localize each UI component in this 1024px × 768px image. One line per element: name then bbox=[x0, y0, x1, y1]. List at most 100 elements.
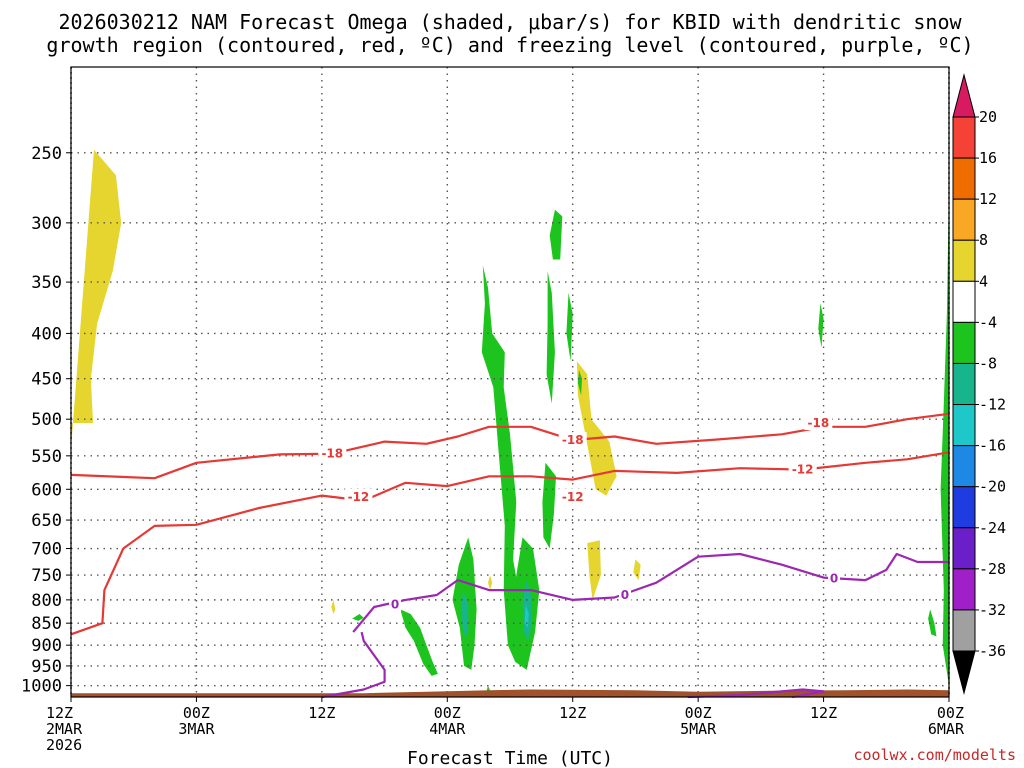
contour-label: 0 bbox=[621, 588, 629, 602]
x-tick-label: 2MAR bbox=[46, 720, 83, 738]
colorbar-swatch bbox=[952, 362, 976, 406]
contour-label: 0 bbox=[830, 572, 838, 586]
omega-region bbox=[460, 590, 469, 637]
y-tick-label: 650 bbox=[31, 511, 62, 531]
y-tick-label: 550 bbox=[31, 447, 62, 467]
x-tick-label: 3MAR bbox=[178, 720, 215, 738]
contour-label: -12 bbox=[348, 490, 370, 504]
y-tick-label: 800 bbox=[31, 591, 62, 611]
y-tick-label: 850 bbox=[31, 614, 62, 634]
x-tick-label: 6MAR bbox=[928, 720, 965, 738]
y-tick-label: 500 bbox=[31, 410, 62, 430]
colorbar-label: 12 bbox=[979, 190, 997, 208]
omega-region bbox=[352, 614, 364, 621]
omega-region bbox=[546, 271, 555, 404]
omega-region bbox=[400, 609, 438, 676]
y-tick-label: 300 bbox=[31, 214, 62, 234]
colorbar-label: 4 bbox=[979, 272, 988, 290]
x-tick-label: 5MAR bbox=[680, 720, 717, 738]
y-tick-label: 350 bbox=[31, 273, 62, 293]
contour-label-bg bbox=[618, 587, 631, 603]
y-tick-label: 600 bbox=[31, 480, 62, 500]
y-tick-label: 1000 bbox=[21, 677, 62, 697]
contour-line bbox=[352, 552, 949, 633]
contour-label: -12 bbox=[792, 463, 814, 477]
contour-label: -18 bbox=[808, 416, 830, 430]
colorbar-swatch bbox=[952, 280, 976, 323]
y-tick-label: 750 bbox=[31, 566, 62, 586]
colorbar-label: -20 bbox=[979, 478, 1006, 496]
y-axis: 250 300 350 400 450 500 550 600 650 700 750 800 8509… bbox=[21, 144, 71, 697]
contour-label: -18 bbox=[321, 447, 343, 461]
contour-label-layer: -18 -18 -18 -12 -12 -12 0 0 0 bbox=[318, 415, 841, 612]
x-tick-label: 00Z bbox=[434, 704, 461, 722]
colorbar-label: -4 bbox=[979, 313, 997, 331]
colorbar-swatch bbox=[952, 404, 976, 447]
omega-region bbox=[488, 575, 493, 591]
colorbar-swatch bbox=[952, 321, 976, 364]
x-tick-label: 00Z bbox=[183, 704, 210, 722]
contour-label-bg bbox=[344, 488, 373, 504]
colorbar-label: 20 bbox=[979, 108, 997, 126]
contour-label-bg bbox=[828, 570, 841, 586]
contour-label-bg bbox=[558, 432, 587, 448]
colorbar-swatch bbox=[952, 198, 976, 241]
omega-region bbox=[481, 265, 523, 662]
x-tick-label: 12Z bbox=[308, 704, 335, 722]
contour-label-bg bbox=[788, 461, 817, 477]
omega-region bbox=[928, 609, 937, 637]
omega-region bbox=[331, 599, 336, 614]
omega-region bbox=[542, 462, 556, 549]
colorbar-top-arrow bbox=[952, 73, 976, 118]
colorbar: 20 16 12 8 4 -4 -8 -12 -16 -20 -24 -28 -32 -36 bbox=[952, 73, 1006, 695]
omega-region bbox=[524, 604, 529, 628]
contour-line bbox=[70, 451, 950, 636]
colorbar-swatch bbox=[952, 486, 976, 529]
omega-region bbox=[587, 540, 601, 600]
contour-label: 0 bbox=[391, 598, 399, 612]
contour-line bbox=[687, 688, 825, 699]
y-tick-label: 700 bbox=[31, 540, 62, 560]
colorbar-swatch bbox=[952, 239, 976, 282]
omega-region bbox=[576, 361, 617, 496]
colorbar-swatch bbox=[952, 609, 976, 652]
title-line-2: growth region (contoured, red, ºC) and f… bbox=[46, 33, 973, 57]
x-tick-label: 12Z bbox=[810, 704, 837, 722]
omega-region bbox=[566, 292, 573, 362]
x-tick-label: 12Z bbox=[46, 704, 73, 722]
omega-region bbox=[940, 182, 949, 686]
x-tick-label: 4MAR bbox=[429, 720, 466, 738]
colorbar-label: -24 bbox=[979, 519, 1006, 537]
colorbar-label: 8 bbox=[979, 231, 988, 249]
x-tick-label: 2026 bbox=[46, 736, 82, 754]
y-tick-label: 400 bbox=[31, 324, 62, 344]
credit-text: coolwx.com/modelts bbox=[853, 746, 1016, 764]
x-tick-label: 00Z bbox=[685, 704, 712, 722]
plot-frame bbox=[70, 66, 950, 698]
title-line-1: 2026030212 NAM Forecast Omega (shaded, μ… bbox=[58, 10, 962, 34]
omega-region bbox=[818, 303, 824, 348]
x-tick-label: 00Z bbox=[937, 704, 964, 722]
y-tick-label: 450 bbox=[31, 370, 62, 390]
omega-region bbox=[577, 370, 583, 396]
colorbar-label: -8 bbox=[979, 354, 997, 372]
colorbar-label: -32 bbox=[979, 601, 1006, 619]
colorbar-swatch bbox=[952, 116, 976, 159]
colorbar-swatch bbox=[952, 157, 976, 200]
colorbar-label: -36 bbox=[979, 642, 1006, 660]
colorbar-bottom-arrow bbox=[952, 650, 976, 695]
colorbar-label: -28 bbox=[979, 560, 1006, 578]
colorbar-label: 16 bbox=[979, 149, 997, 167]
contour-line bbox=[321, 631, 386, 699]
omega-shading-layer bbox=[71, 149, 949, 694]
x-axis-label: Forecast Time (UTC) bbox=[407, 748, 613, 768]
contour-label-bg bbox=[558, 488, 587, 504]
colorbar-label: -16 bbox=[979, 437, 1006, 455]
y-tick-label: 250 bbox=[31, 144, 62, 164]
y-tick-label: 900 bbox=[31, 636, 62, 656]
contour-label-bg bbox=[804, 415, 833, 431]
colorbar-swatch bbox=[952, 527, 976, 570]
contour-label-bg bbox=[389, 596, 402, 612]
